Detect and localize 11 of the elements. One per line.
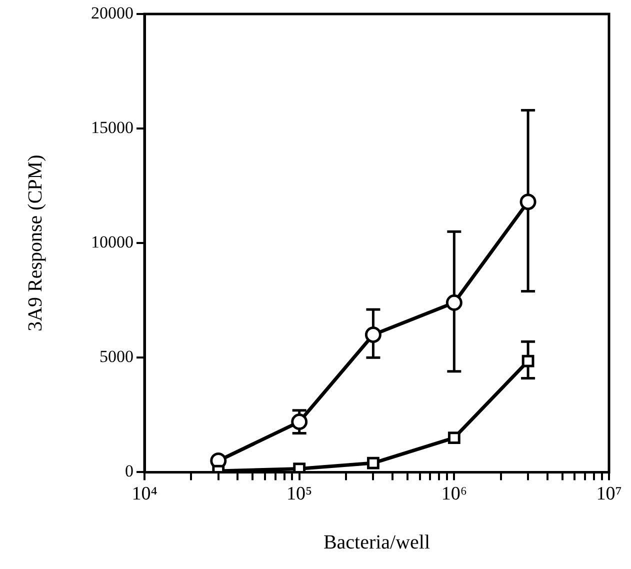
y-tick-label: 20000 [91, 3, 134, 22]
x-tick-label: 10⁵ [286, 484, 312, 505]
y-tick-label: 10000 [91, 232, 134, 252]
x-axis-title: Bacteria/well [323, 531, 430, 554]
y-tick-label: 5000 [100, 347, 134, 366]
y-axis-title: 3A9 Response (CPM) [24, 154, 46, 332]
y-tick-label: 15000 [91, 118, 134, 138]
x-tick-label: 10⁶ [441, 484, 467, 505]
y-tick-label: 0 [125, 462, 134, 481]
x-tick-label: 10⁴ [132, 484, 158, 505]
x-tick-label: 10⁷ [596, 484, 622, 505]
